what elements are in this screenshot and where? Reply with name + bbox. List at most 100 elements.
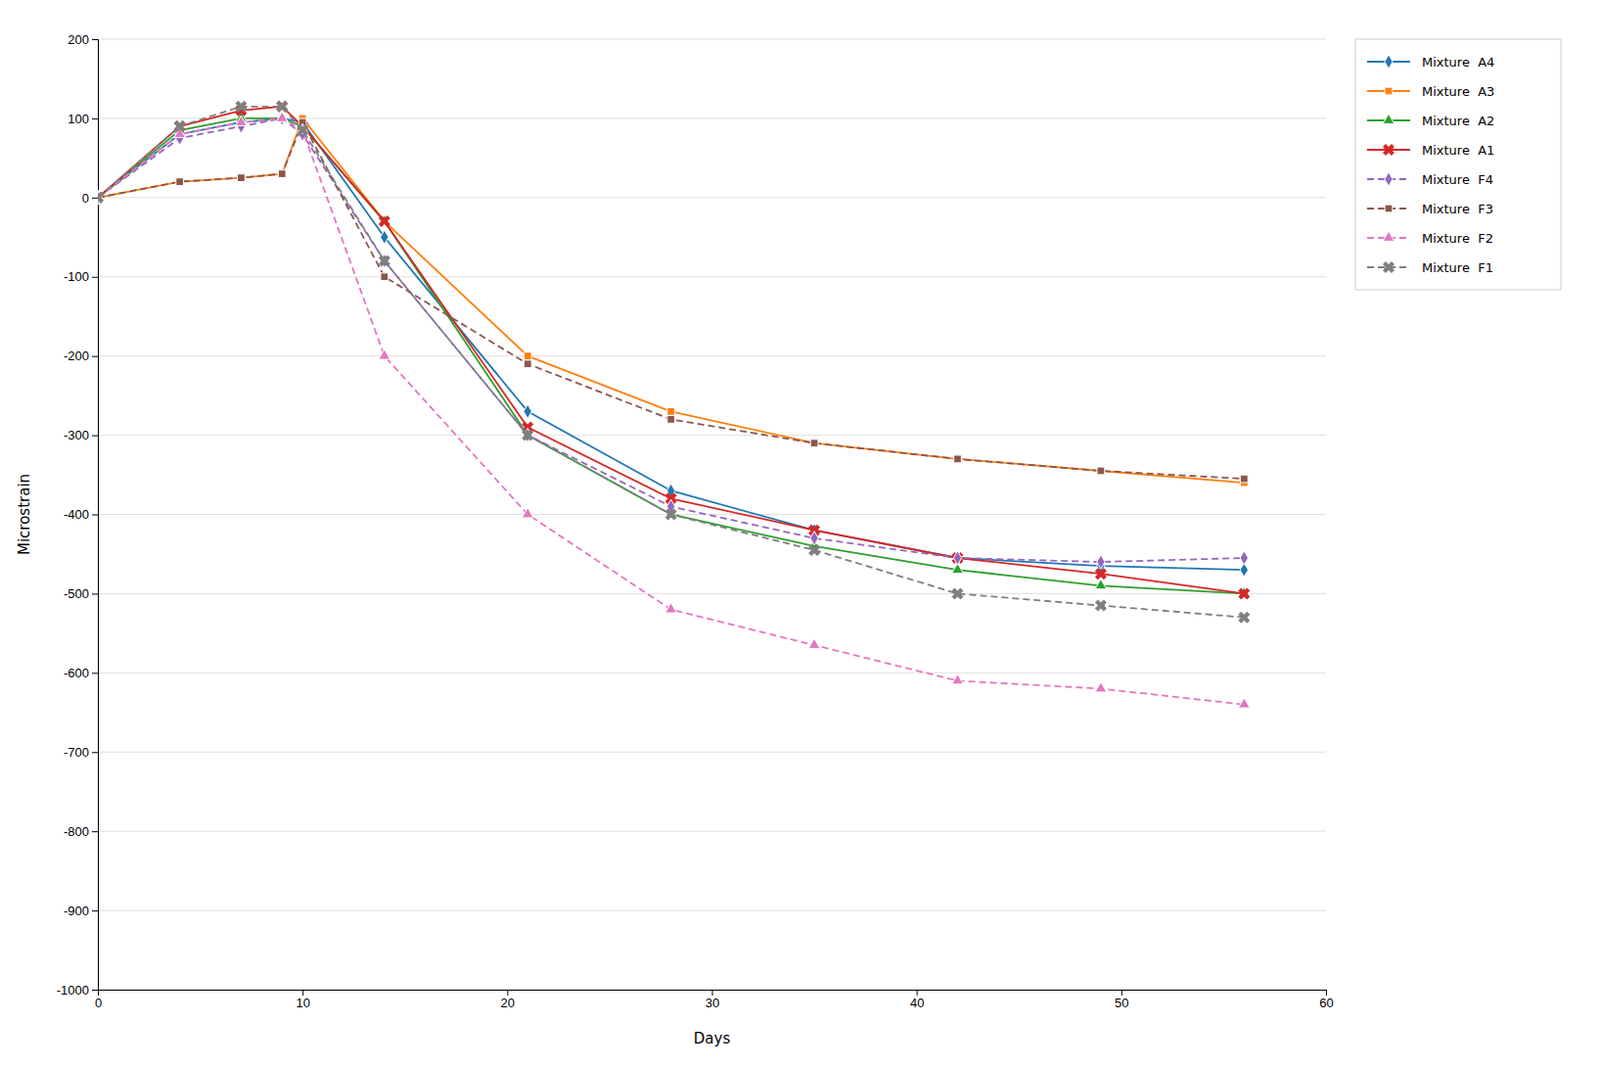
series-line: [97, 106, 1244, 595]
y-tick-mark: [91, 197, 98, 199]
y-tick: 200: [67, 32, 98, 47]
y-tick-mark: [91, 751, 98, 753]
x-tick-mark: [916, 989, 918, 996]
y-tick: -500: [63, 586, 98, 601]
grid-line: [97, 910, 1326, 912]
legend-label: Mixture F4: [1421, 172, 1494, 187]
y-tick-mark: [91, 514, 98, 516]
y-tick-label: 200: [67, 32, 90, 47]
x-tick-label: 10: [295, 995, 310, 1010]
legend-frame: [1355, 39, 1561, 290]
data-point: [378, 349, 391, 360]
grid-line: [97, 593, 1326, 595]
data-point: [662, 504, 681, 523]
series: [97, 111, 1250, 597]
series-line: [97, 118, 1244, 705]
series: [97, 97, 1253, 603]
legend-label: Mixture A3: [1421, 84, 1495, 99]
y-tick: -600: [63, 665, 98, 681]
grid-line: [97, 830, 1326, 832]
y-axis: 2001000-100-200-300-400-500-600-700-800-…: [56, 32, 99, 998]
x-tick-mark: [302, 989, 304, 996]
data-point: [948, 584, 966, 602]
y-tick-mark: [91, 118, 98, 120]
x-tick-mark: [712, 989, 714, 996]
y-tick-label: -600: [63, 665, 90, 681]
x-tick-label: 40: [910, 995, 924, 1010]
legend-item: Mixture F2: [1367, 230, 1494, 246]
series: [97, 111, 1250, 708]
data-point: [97, 188, 107, 207]
plot: 01020304050602001000-100-200-300-400-500…: [56, 32, 1334, 1011]
legend-marker: [1384, 204, 1393, 213]
x-axis-line: [98, 990, 1327, 997]
data-point: [380, 273, 389, 281]
data-point: [375, 252, 394, 271]
data-point: [667, 415, 676, 424]
x-tick-label: 30: [705, 995, 720, 1010]
legend-item: Mixture F4: [1367, 172, 1494, 187]
legend-label: Mixture F2: [1421, 230, 1494, 246]
legend-marker: [1384, 54, 1393, 69]
legend-label: Mixture A4: [1421, 54, 1495, 70]
y-tick-label: -300: [63, 427, 90, 443]
data-point: [277, 170, 286, 179]
y-tick-mark: [91, 435, 98, 437]
legend-item: Mixture F1: [1367, 258, 1494, 276]
data-point: [1239, 550, 1248, 565]
x-axis: 0 10 20 30 40 50 60: [94, 989, 1334, 1010]
y-tick-mark: [91, 672, 98, 674]
y-tick-mark: [91, 989, 98, 991]
series: [97, 111, 1248, 570]
data-point: [810, 531, 819, 546]
y-tick-mark: [91, 910, 98, 912]
x-tick: 30: [705, 989, 720, 1010]
x-tick: 20: [501, 989, 515, 1010]
data-point: [948, 548, 966, 567]
data-point: [952, 674, 964, 685]
series: [97, 111, 1248, 578]
grid: [97, 39, 1326, 990]
y-tick: -700: [63, 744, 98, 760]
y-tick-mark: [91, 593, 98, 595]
legend-item: Mixture A3: [1367, 84, 1495, 99]
data-point: [954, 455, 962, 463]
data-point: [237, 174, 246, 183]
x-tick-label: 60: [1319, 995, 1333, 1010]
y-tick-mark: [91, 276, 98, 278]
y-tick-label: 0: [82, 189, 90, 205]
legend-marker: [1382, 113, 1395, 124]
legend-marker: [1384, 87, 1393, 95]
grid-line: [97, 275, 1326, 277]
y-tick-label: -800: [63, 823, 90, 839]
data-point: [277, 170, 286, 179]
data-point: [953, 550, 961, 565]
series: [97, 114, 1248, 487]
data-point: [1095, 682, 1107, 692]
data-point: [665, 602, 678, 613]
legend: Mixture A4Mixture A3Mixture A2Mixture A1…: [1355, 39, 1561, 290]
data-point: [1234, 584, 1253, 602]
x-tick-label: 20: [501, 995, 515, 1010]
data-point: [237, 174, 246, 183]
data-point: [667, 407, 676, 415]
x-tick: 0: [94, 989, 102, 1010]
y-tick: -900: [63, 903, 98, 918]
series-line: [97, 118, 1244, 570]
data-point: [518, 426, 537, 445]
legend-label: Mixture A2: [1421, 113, 1495, 129]
y-tick-label: -900: [63, 903, 90, 918]
grid-line: [97, 196, 1326, 198]
x-tick-label: 50: [1114, 995, 1129, 1010]
data-point: [810, 439, 819, 448]
data-point: [273, 97, 291, 116]
series-line: [97, 118, 1244, 483]
data-point: [1092, 596, 1110, 615]
y-tick-label: -200: [63, 348, 90, 364]
data-point: [235, 115, 248, 126]
legend-item: Mixture A4: [1367, 54, 1495, 70]
data-point: [275, 111, 288, 122]
data-point: [380, 229, 389, 244]
series-line: [97, 106, 1244, 618]
x-tick: 50: [1114, 989, 1129, 1010]
